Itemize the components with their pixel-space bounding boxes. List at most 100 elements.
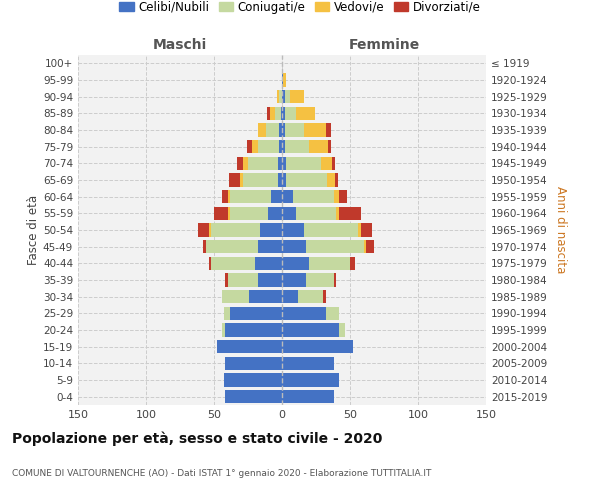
Bar bbox=[282, 306, 326, 320]
Bar bbox=[222, 290, 250, 304]
Bar bbox=[203, 240, 206, 254]
Bar bbox=[285, 124, 304, 136]
Bar bbox=[358, 224, 361, 236]
Bar bbox=[293, 190, 334, 203]
Bar bbox=[296, 206, 337, 220]
Bar bbox=[222, 324, 225, 336]
Text: Popolazione per età, sesso e stato civile - 2020: Popolazione per età, sesso e stato civil… bbox=[12, 431, 382, 446]
Text: Maschi: Maschi bbox=[153, 38, 207, 52]
Bar bbox=[326, 124, 331, 136]
Bar bbox=[334, 274, 337, 286]
Bar bbox=[282, 140, 285, 153]
Bar bbox=[255, 256, 282, 270]
Bar bbox=[268, 206, 282, 220]
Bar bbox=[282, 340, 353, 353]
Bar bbox=[286, 156, 322, 170]
Bar bbox=[279, 124, 282, 136]
Bar bbox=[282, 374, 339, 386]
Bar bbox=[211, 256, 255, 270]
Bar bbox=[278, 156, 282, 170]
Bar bbox=[242, 156, 248, 170]
Bar bbox=[227, 206, 230, 220]
Bar bbox=[361, 224, 372, 236]
Bar bbox=[267, 106, 270, 120]
Bar bbox=[225, 324, 282, 336]
Bar bbox=[230, 306, 282, 320]
Y-axis label: Anni di nascita: Anni di nascita bbox=[554, 186, 567, 274]
Bar bbox=[282, 224, 304, 236]
Bar bbox=[211, 224, 260, 236]
Bar bbox=[214, 206, 227, 220]
Bar bbox=[282, 156, 286, 170]
Bar bbox=[282, 106, 285, 120]
Bar bbox=[225, 390, 282, 404]
Bar bbox=[334, 190, 339, 203]
Bar bbox=[323, 290, 326, 304]
Bar bbox=[217, 340, 282, 353]
Bar bbox=[279, 140, 282, 153]
Legend: Celibi/Nubili, Coniugati/e, Vedovi/e, Divorziati/e: Celibi/Nubili, Coniugati/e, Vedovi/e, Di… bbox=[115, 0, 485, 18]
Bar bbox=[227, 190, 230, 203]
Bar bbox=[339, 190, 347, 203]
Bar bbox=[282, 324, 339, 336]
Bar bbox=[304, 124, 326, 136]
Bar bbox=[304, 224, 358, 236]
Bar bbox=[270, 106, 275, 120]
Bar bbox=[282, 290, 298, 304]
Bar bbox=[282, 356, 334, 370]
Bar bbox=[197, 224, 209, 236]
Bar bbox=[337, 206, 339, 220]
Bar bbox=[275, 106, 281, 120]
Bar bbox=[285, 106, 296, 120]
Bar bbox=[326, 306, 339, 320]
Bar bbox=[281, 106, 282, 120]
Bar bbox=[224, 374, 282, 386]
Bar bbox=[339, 324, 344, 336]
Bar bbox=[227, 274, 257, 286]
Bar bbox=[277, 90, 279, 104]
Bar bbox=[266, 124, 279, 136]
Bar bbox=[282, 390, 334, 404]
Bar bbox=[282, 256, 309, 270]
Bar bbox=[282, 190, 293, 203]
Bar bbox=[350, 256, 355, 270]
Bar bbox=[335, 174, 338, 186]
Bar bbox=[257, 140, 279, 153]
Bar bbox=[285, 90, 290, 104]
Bar bbox=[283, 74, 286, 86]
Bar bbox=[209, 256, 211, 270]
Bar bbox=[282, 206, 296, 220]
Text: Femmine: Femmine bbox=[349, 38, 419, 52]
Bar bbox=[309, 140, 328, 153]
Bar bbox=[225, 356, 282, 370]
Bar bbox=[229, 174, 240, 186]
Bar bbox=[224, 306, 230, 320]
Bar bbox=[209, 224, 211, 236]
Bar bbox=[271, 190, 282, 203]
Bar bbox=[240, 174, 242, 186]
Bar bbox=[282, 240, 307, 254]
Bar bbox=[307, 274, 334, 286]
Bar bbox=[248, 156, 278, 170]
Y-axis label: Fasce di età: Fasce di età bbox=[27, 195, 40, 265]
Bar bbox=[282, 174, 286, 186]
Bar bbox=[285, 140, 309, 153]
Bar bbox=[257, 274, 282, 286]
Bar bbox=[242, 174, 278, 186]
Text: COMUNE DI VALTOURNENCHE (AO) - Dati ISTAT 1° gennaio 2020 - Elaborazione TUTTITA: COMUNE DI VALTOURNENCHE (AO) - Dati ISTA… bbox=[12, 469, 431, 478]
Bar bbox=[282, 90, 285, 104]
Bar bbox=[328, 140, 331, 153]
Bar bbox=[260, 224, 282, 236]
Bar bbox=[278, 174, 282, 186]
Bar bbox=[225, 274, 227, 286]
Bar bbox=[367, 240, 374, 254]
Bar bbox=[257, 124, 266, 136]
Bar bbox=[230, 206, 268, 220]
Bar bbox=[332, 156, 335, 170]
Bar bbox=[327, 174, 335, 186]
Bar bbox=[282, 124, 285, 136]
Bar bbox=[339, 206, 361, 220]
Bar bbox=[282, 274, 307, 286]
Bar bbox=[279, 90, 282, 104]
Bar bbox=[230, 190, 271, 203]
